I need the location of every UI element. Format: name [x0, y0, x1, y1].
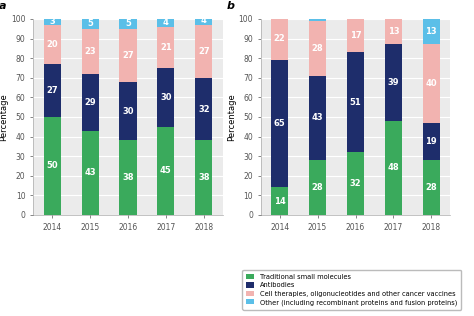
Text: 3: 3	[49, 17, 55, 27]
Bar	[44, 19, 61, 25]
Text: 23: 23	[84, 47, 96, 56]
Text: 13: 13	[388, 27, 399, 36]
Text: 13: 13	[426, 27, 437, 36]
Bar	[423, 160, 440, 215]
Text: a: a	[0, 1, 7, 11]
Bar	[271, 60, 288, 187]
Bar	[195, 78, 212, 140]
Bar	[119, 29, 137, 82]
Bar	[385, 19, 402, 45]
Bar	[119, 140, 137, 215]
Text: 51: 51	[350, 98, 361, 107]
Text: 19: 19	[426, 137, 437, 146]
Text: 20: 20	[46, 40, 58, 49]
Text: 28: 28	[426, 183, 437, 192]
Text: 28: 28	[312, 44, 323, 53]
Bar	[195, 17, 212, 25]
Text: 65: 65	[274, 119, 285, 128]
Text: 27: 27	[122, 51, 134, 60]
Bar	[44, 25, 61, 64]
Bar	[119, 82, 137, 140]
Text: 38: 38	[198, 173, 210, 182]
Text: 5: 5	[125, 19, 131, 28]
Bar	[44, 117, 61, 215]
Text: 39: 39	[388, 78, 399, 87]
Bar	[423, 19, 440, 45]
Text: 4: 4	[201, 16, 207, 25]
Legend: Traditional small molecules, Antibodies, Cell therapies, oligonucleotides and ot: Traditional small molecules, Antibodies,…	[243, 270, 461, 309]
Text: 29: 29	[84, 98, 96, 107]
Bar	[82, 74, 99, 131]
Text: 45: 45	[160, 166, 172, 175]
Y-axis label: Percentage: Percentage	[227, 93, 236, 141]
Y-axis label: Percentage: Percentage	[0, 93, 8, 141]
Text: 48: 48	[388, 163, 399, 172]
Bar	[119, 19, 137, 29]
Text: 28: 28	[312, 183, 323, 192]
Text: 14: 14	[274, 197, 285, 206]
Text: 4: 4	[163, 18, 169, 27]
Bar	[347, 19, 364, 52]
Bar	[271, 17, 288, 60]
Text: 43: 43	[312, 113, 323, 122]
Bar	[195, 25, 212, 78]
Bar	[157, 68, 174, 127]
Bar	[82, 19, 99, 29]
Bar	[309, 19, 326, 21]
Bar	[309, 21, 326, 76]
Bar	[271, 187, 288, 215]
Bar	[423, 123, 440, 160]
Bar	[309, 76, 326, 160]
Bar	[385, 121, 402, 215]
Text: 27: 27	[46, 86, 58, 95]
Bar	[309, 160, 326, 215]
Text: 38: 38	[122, 173, 134, 182]
Text: 30: 30	[122, 106, 134, 116]
Text: 32: 32	[198, 105, 210, 113]
Text: 5: 5	[87, 19, 93, 28]
Bar	[82, 131, 99, 215]
Bar	[157, 19, 174, 27]
Text: 43: 43	[84, 168, 96, 177]
Bar	[44, 64, 61, 117]
Bar	[347, 52, 364, 152]
Bar	[82, 29, 99, 74]
Text: 22: 22	[274, 34, 285, 43]
Bar	[423, 45, 440, 123]
Text: 21: 21	[160, 43, 172, 52]
Bar	[157, 127, 174, 215]
Text: 17: 17	[350, 31, 361, 40]
Text: b: b	[227, 1, 235, 11]
Text: 30: 30	[160, 93, 172, 102]
Bar	[347, 152, 364, 215]
Text: 40: 40	[426, 79, 437, 88]
Bar	[385, 45, 402, 121]
Text: 27: 27	[198, 47, 210, 56]
Bar	[157, 27, 174, 68]
Bar	[195, 140, 212, 215]
Text: 50: 50	[46, 161, 58, 170]
Text: 32: 32	[350, 179, 361, 188]
